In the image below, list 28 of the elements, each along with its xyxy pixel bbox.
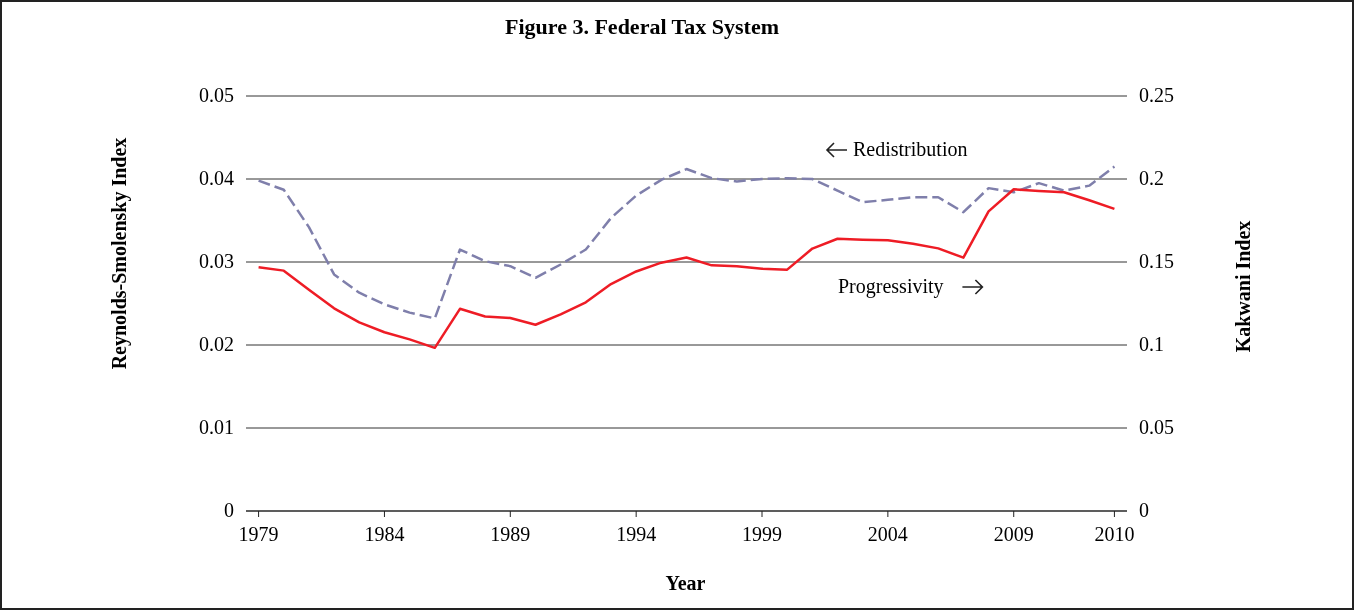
y2-tick-label: 0.15: [1139, 250, 1174, 272]
y-tick-label: 0.05: [199, 84, 234, 106]
x-tick-label: 1999: [742, 523, 783, 545]
line-series: [257, 165, 1116, 320]
y-tick-label: 0.03: [199, 250, 234, 272]
y2-axis-title: Kakwani Index: [1232, 220, 1254, 353]
x-tick-label: 2010: [1094, 523, 1135, 545]
y2-tick-label: 0.2: [1139, 167, 1164, 189]
y-tick-label: 0.04: [199, 167, 234, 189]
series-label: Progressivity: [838, 275, 944, 298]
line-series: [257, 188, 1116, 350]
y-tick-label: 0.01: [199, 416, 234, 438]
chart-title: Figure 3. Federal Tax System: [505, 14, 779, 39]
y-tick-label: 0.02: [199, 333, 234, 355]
x-tick-label: 1979: [238, 523, 279, 545]
x-axis-title: Year: [665, 572, 706, 594]
x-tick-label: 1984: [364, 523, 405, 545]
x-tick-label: 2004: [867, 523, 908, 545]
y2-tick-label: 0.1: [1139, 333, 1164, 355]
y-axis-title: Reynolds-Smolensky Index: [108, 137, 131, 370]
x-tick-label: 1989: [490, 523, 531, 545]
y2-tick-label: 0.05: [1139, 416, 1174, 438]
y2-tick-label: 0.25: [1139, 84, 1174, 106]
y2-tick-label: 0: [1139, 499, 1149, 521]
x-tick-label: 1994: [616, 523, 657, 545]
series-label: Redistribution: [853, 138, 968, 160]
x-tick-label: 2009: [993, 523, 1034, 545]
y-tick-label: 0: [224, 499, 234, 521]
